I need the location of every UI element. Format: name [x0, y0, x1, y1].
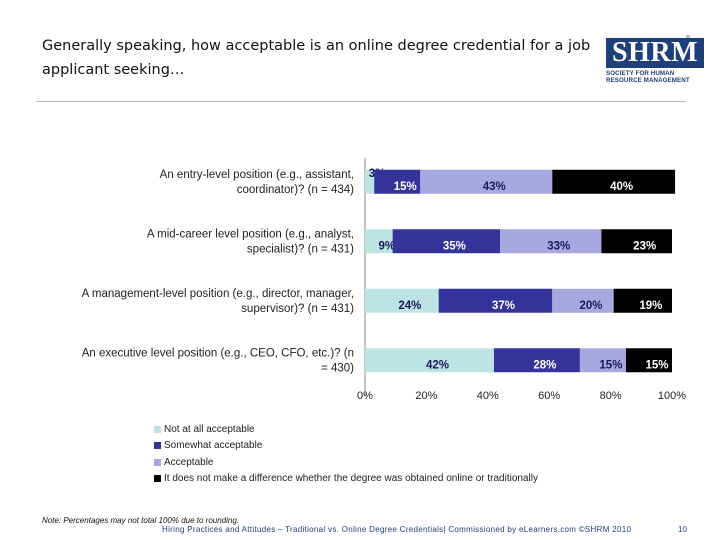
bar-segment — [392, 229, 501, 254]
category-label: A mid-career level position (e.g., analy… — [147, 228, 354, 255]
chart-legend: Not at all acceptable Somewhat acceptable… — [154, 421, 538, 487]
legend-item: It does not make a difference whether th… — [154, 471, 538, 488]
data-label: 43% — [483, 181, 506, 193]
data-label: 24% — [398, 300, 421, 312]
shrm-logo-mark: SHRM — [606, 38, 704, 68]
bar-segment — [625, 348, 672, 373]
legend-item: Acceptable — [154, 454, 538, 471]
x-tick-label: 80% — [600, 390, 622, 402]
bar-segment — [374, 169, 421, 194]
bar-segment — [420, 169, 553, 194]
bar-segment — [601, 229, 672, 254]
footer-credit: Hiring Practices and Attitudes – Traditi… — [162, 525, 632, 534]
data-label: 9% — [379, 240, 396, 252]
bar-segment — [579, 348, 626, 373]
data-label: 15% — [599, 359, 622, 371]
bar-segment — [552, 288, 614, 313]
legend-item: Somewhat acceptable — [154, 438, 538, 455]
legend-label: It does not make a difference whether th… — [164, 473, 538, 485]
category-label: A management-level position (e.g., direc… — [82, 288, 354, 315]
bar-segment — [613, 288, 672, 313]
logo-line-2: RESOURCE MANAGEMENT — [606, 77, 690, 84]
x-tick-label: 0% — [357, 390, 373, 402]
legend-label: Acceptable — [164, 456, 214, 468]
x-tick-label: 100% — [658, 390, 686, 402]
data-label: 33% — [547, 240, 570, 252]
x-tick-label: 20% — [415, 390, 437, 402]
legend-label: Not at all acceptable — [164, 423, 255, 435]
bar-segment — [365, 229, 393, 254]
bar-segment — [365, 348, 494, 373]
data-label: 35% — [443, 240, 466, 252]
legend-swatch — [154, 425, 161, 433]
bar-segment — [438, 288, 553, 313]
category-label: An executive level position (e.g., CEO, … — [82, 347, 354, 374]
page-number: 10 — [678, 525, 687, 534]
legend-swatch — [154, 458, 161, 466]
data-label: 28% — [533, 359, 556, 371]
x-tick-label: 40% — [477, 390, 499, 402]
category-label: An entry-level position (e.g., assistant… — [160, 169, 354, 196]
legend-swatch — [154, 442, 161, 450]
slide-title: Generally speaking, how acceptable is an… — [42, 38, 591, 78]
footnote: Note: Percentages may not total 100% due… — [42, 516, 240, 525]
stacked-bar-chart: An entry-level position (e.g., assistant… — [82, 158, 686, 402]
data-label: 19% — [639, 300, 662, 312]
data-label: 42% — [426, 359, 449, 371]
bar-segment — [500, 229, 602, 254]
logo-line-1: SOCIETY FOR HUMAN — [606, 70, 675, 77]
title-divider — [36, 101, 686, 102]
bar-segment — [493, 348, 580, 373]
data-label: 40% — [610, 181, 633, 193]
bar-segment — [365, 169, 375, 194]
shrm-logo: SHRM ® SOCIETY FOR HUMAN RESOURCE MANAGE… — [606, 36, 704, 86]
data-label: 20% — [579, 300, 602, 312]
legend-label: Somewhat acceptable — [164, 440, 263, 452]
bar-segment — [552, 169, 676, 194]
x-tick-label: 60% — [538, 390, 560, 402]
logo-registered-mark: ® — [686, 36, 691, 42]
bar-segment — [365, 288, 439, 313]
data-label: 15% — [394, 181, 417, 193]
logo-subtitle: SOCIETY FOR HUMAN RESOURCE MANAGEMENT — [606, 70, 690, 84]
data-label: 37% — [492, 300, 515, 312]
legend-item: Not at all acceptable — [154, 421, 538, 438]
legend-swatch — [154, 475, 161, 483]
data-label: 15% — [645, 359, 668, 371]
data-label: 23% — [633, 240, 656, 252]
